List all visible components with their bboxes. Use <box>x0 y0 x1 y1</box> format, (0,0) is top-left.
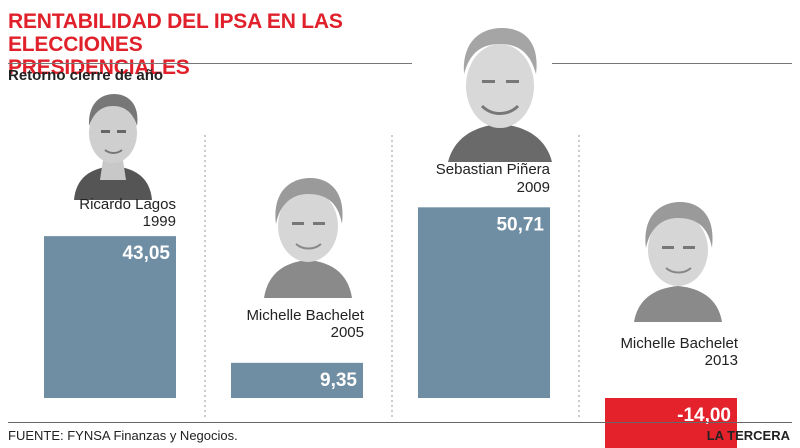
tick-label-2013: 2013 <box>704 352 738 369</box>
chart-subtitle: Retorno cierre de año <box>8 67 164 84</box>
source-note: FUENTE: FYNSA Finanzas y Negocios. <box>8 428 238 443</box>
president-name-3: Sebastian Piñera <box>435 161 550 178</box>
data-label-2009: 50,71 <box>496 214 544 235</box>
tick-label-1999: 1999 <box>142 213 176 230</box>
data-label-2013: -14,00 <box>677 405 731 426</box>
footer-rule <box>8 422 792 423</box>
tick-label-2009: 2009 <box>516 179 550 196</box>
title-line-1: RENTABILIDAD DEL IPSA EN LAS ELECCIONES <box>8 10 343 56</box>
brand-label: LA TERCERA <box>706 428 790 443</box>
president-name-2: Michelle Bachelet <box>246 307 364 324</box>
data-label-1999: 43,05 <box>122 243 170 264</box>
title-rule <box>8 63 412 64</box>
tick-label-2005: 2005 <box>330 324 364 341</box>
title-line-2: PRESIDENCIALES <box>8 56 190 79</box>
bar-2009 <box>418 207 550 398</box>
title-rule-right <box>552 63 792 64</box>
bar-1999 <box>44 236 176 398</box>
bar-2005 <box>231 362 363 398</box>
chart-title: RENTABILIDAD DEL IPSA EN LAS ELECCIONES … <box>8 10 438 79</box>
sebastian-pinera-portrait <box>448 28 552 162</box>
bar-2013 <box>605 398 737 448</box>
data-label-2005: 9,35 <box>320 370 357 391</box>
ricardo-lagos-portrait <box>74 94 152 200</box>
michelle-bachelet-2005-portrait <box>264 178 352 298</box>
michelle-bachelet-2013-portrait <box>634 202 722 322</box>
president-name-1: Ricardo Lagos <box>79 196 176 213</box>
president-name-4: Michelle Bachelet <box>620 335 738 352</box>
